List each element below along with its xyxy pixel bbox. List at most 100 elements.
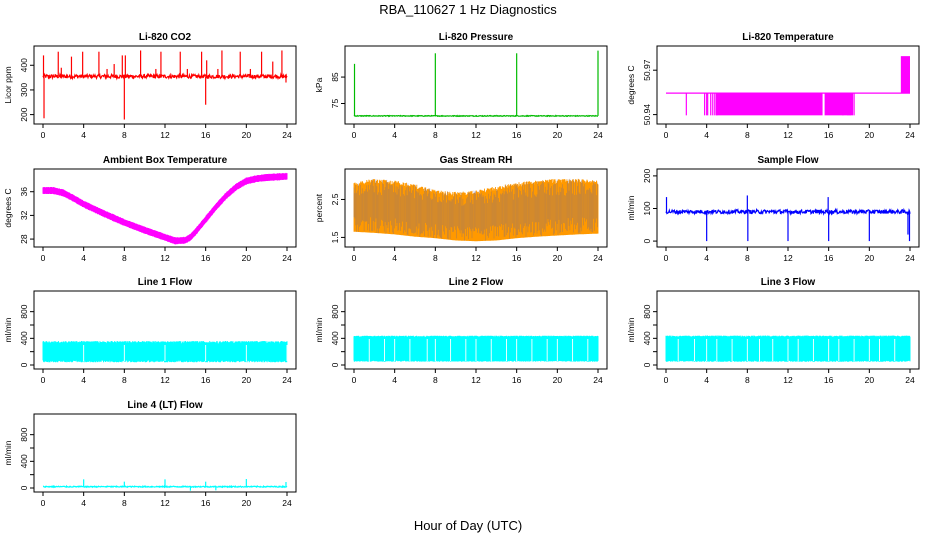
panel-10: Line 4 (LT) Flow 0 4 8 12 16 20 24 0 400 800 ml/min — [3, 400, 297, 508]
y-tick-label: 1.5 — [330, 231, 340, 243]
x-tick-label: 24 — [282, 375, 292, 385]
y-axis-label: ml/min — [314, 317, 324, 342]
y-tick-label: 50.94 — [642, 104, 652, 126]
x-tick-label: 12 — [160, 498, 170, 508]
dense-block — [715, 93, 823, 116]
x-tick-label: 20 — [865, 375, 875, 385]
x-tick-label: 16 — [824, 253, 834, 263]
y-axis-label: ml/min — [3, 317, 13, 342]
x-tick-label: 24 — [593, 253, 603, 263]
series-data — [353, 50, 599, 118]
x-tick-label: 4 — [81, 498, 86, 508]
x-tick-label: 16 — [512, 253, 522, 263]
x-tick-label: 0 — [664, 130, 669, 140]
y-axis-label: ml/min — [626, 195, 636, 220]
panel-1: Li-820 CO2 0 4 8 12 16 20 24 200 300 400 Licor ppm — [3, 32, 297, 140]
panel-title: Gas Stream RH — [440, 155, 513, 166]
panel-7: Line 1 Flow 0 4 8 12 16 20 24 0 400 800 ml/min — [3, 277, 297, 385]
x-tick-label: 8 — [122, 498, 127, 508]
x-tick-label: 12 — [471, 375, 481, 385]
series-data — [665, 335, 911, 362]
x-tick-label: 0 — [352, 130, 357, 140]
x-tick-label: 16 — [512, 130, 522, 140]
x-tick-label: 0 — [352, 253, 357, 263]
x-tick-label: 8 — [122, 375, 127, 385]
x-tick-label: 0 — [352, 375, 357, 385]
x-tick-label: 16 — [201, 498, 211, 508]
x-tick-label: 24 — [905, 130, 915, 140]
panel-title: Ambient Box Temperature — [103, 155, 228, 166]
y-tick-label: 36 — [19, 187, 29, 197]
x-tick-label: 8 — [745, 130, 750, 140]
panel-title: Li-820 Pressure — [439, 32, 514, 43]
panel-title: Li-820 Temperature — [742, 32, 834, 43]
panel-title: Sample Flow — [757, 155, 818, 166]
panel-title: Line 3 Flow — [761, 277, 816, 288]
y-tick-label: 800 — [19, 304, 29, 318]
x-tick-label: 24 — [282, 498, 292, 508]
series-data — [353, 178, 599, 242]
plot-frame — [33, 45, 297, 125]
y-tick-label: 0 — [642, 362, 652, 367]
y-axis-label: ml/min — [3, 440, 13, 465]
panel-title: Line 4 (LT) Flow — [127, 400, 203, 411]
y-tick-label: 75 — [330, 99, 340, 109]
y-tick-label: 200 — [642, 169, 652, 183]
y-tick-label: 800 — [330, 304, 340, 318]
series-data — [353, 335, 599, 362]
x-tick-label: 20 — [553, 130, 563, 140]
panel-9: Line 3 Flow 0 4 8 12 16 20 24 0 400 800 ml/min — [626, 277, 920, 385]
y-tick-label: 28 — [19, 234, 29, 244]
x-tick-label: 12 — [160, 375, 170, 385]
x-tick-label: 20 — [865, 253, 875, 263]
x-tick-label: 0 — [41, 375, 46, 385]
y-tick-label: 85 — [330, 72, 340, 82]
x-tick-label: 8 — [433, 253, 438, 263]
x-tick-label: 0 — [664, 375, 669, 385]
x-tick-label: 16 — [824, 130, 834, 140]
panel-title: Line 1 Flow — [138, 277, 193, 288]
x-tick-label: 16 — [824, 375, 834, 385]
y-tick-label: 200 — [19, 107, 29, 121]
y-tick-label: 400 — [19, 331, 29, 345]
y-tick-label: 0 — [19, 362, 29, 367]
x-tick-label: 4 — [81, 253, 86, 263]
dense-block — [824, 93, 854, 116]
series-data — [665, 195, 911, 242]
x-tick-label: 20 — [553, 375, 563, 385]
x-tick-label: 8 — [122, 253, 127, 263]
figure-xlabel: Hour of Day (UTC) — [413, 518, 523, 533]
y-tick-label: 0 — [642, 238, 652, 243]
panel-title: Line 2 Flow — [449, 277, 504, 288]
x-tick-label: 12 — [160, 130, 170, 140]
x-tick-label: 24 — [282, 253, 292, 263]
y-axis-label: percent — [314, 193, 324, 222]
x-tick-label: 20 — [242, 130, 252, 140]
x-tick-label: 4 — [704, 130, 709, 140]
series-data — [42, 341, 288, 363]
y-tick-label: 800 — [642, 304, 652, 318]
x-tick-label: 0 — [41, 498, 46, 508]
x-tick-label: 8 — [745, 253, 750, 263]
panel-2: Li-820 Pressure 0 4 8 12 16 20 24 75 85 kPa — [314, 32, 608, 140]
series-line — [353, 114, 598, 118]
plot-frame — [344, 45, 608, 125]
panel-5: Gas Stream RH 0 4 8 12 16 20 24 1.5 2.5 percent — [314, 155, 608, 263]
x-tick-label: 8 — [433, 375, 438, 385]
x-tick-label: 20 — [553, 253, 563, 263]
x-tick-label: 16 — [512, 375, 522, 385]
x-tick-label: 20 — [865, 130, 875, 140]
y-tick-label: 50.97 — [642, 59, 652, 81]
x-tick-label: 16 — [201, 375, 211, 385]
x-tick-label: 0 — [664, 253, 669, 263]
x-tick-label: 8 — [433, 130, 438, 140]
x-tick-label: 4 — [392, 375, 397, 385]
y-tick-label: 2.5 — [330, 193, 340, 205]
x-tick-label: 24 — [905, 253, 915, 263]
x-tick-label: 0 — [41, 130, 46, 140]
series-data — [42, 50, 288, 120]
y-tick-label: 400 — [19, 58, 29, 72]
panel-3: Li-820 Temperature 0 4 8 12 16 20 24 50.94 50.97 d… — [626, 32, 920, 140]
y-tick-label: 0 — [330, 362, 340, 367]
